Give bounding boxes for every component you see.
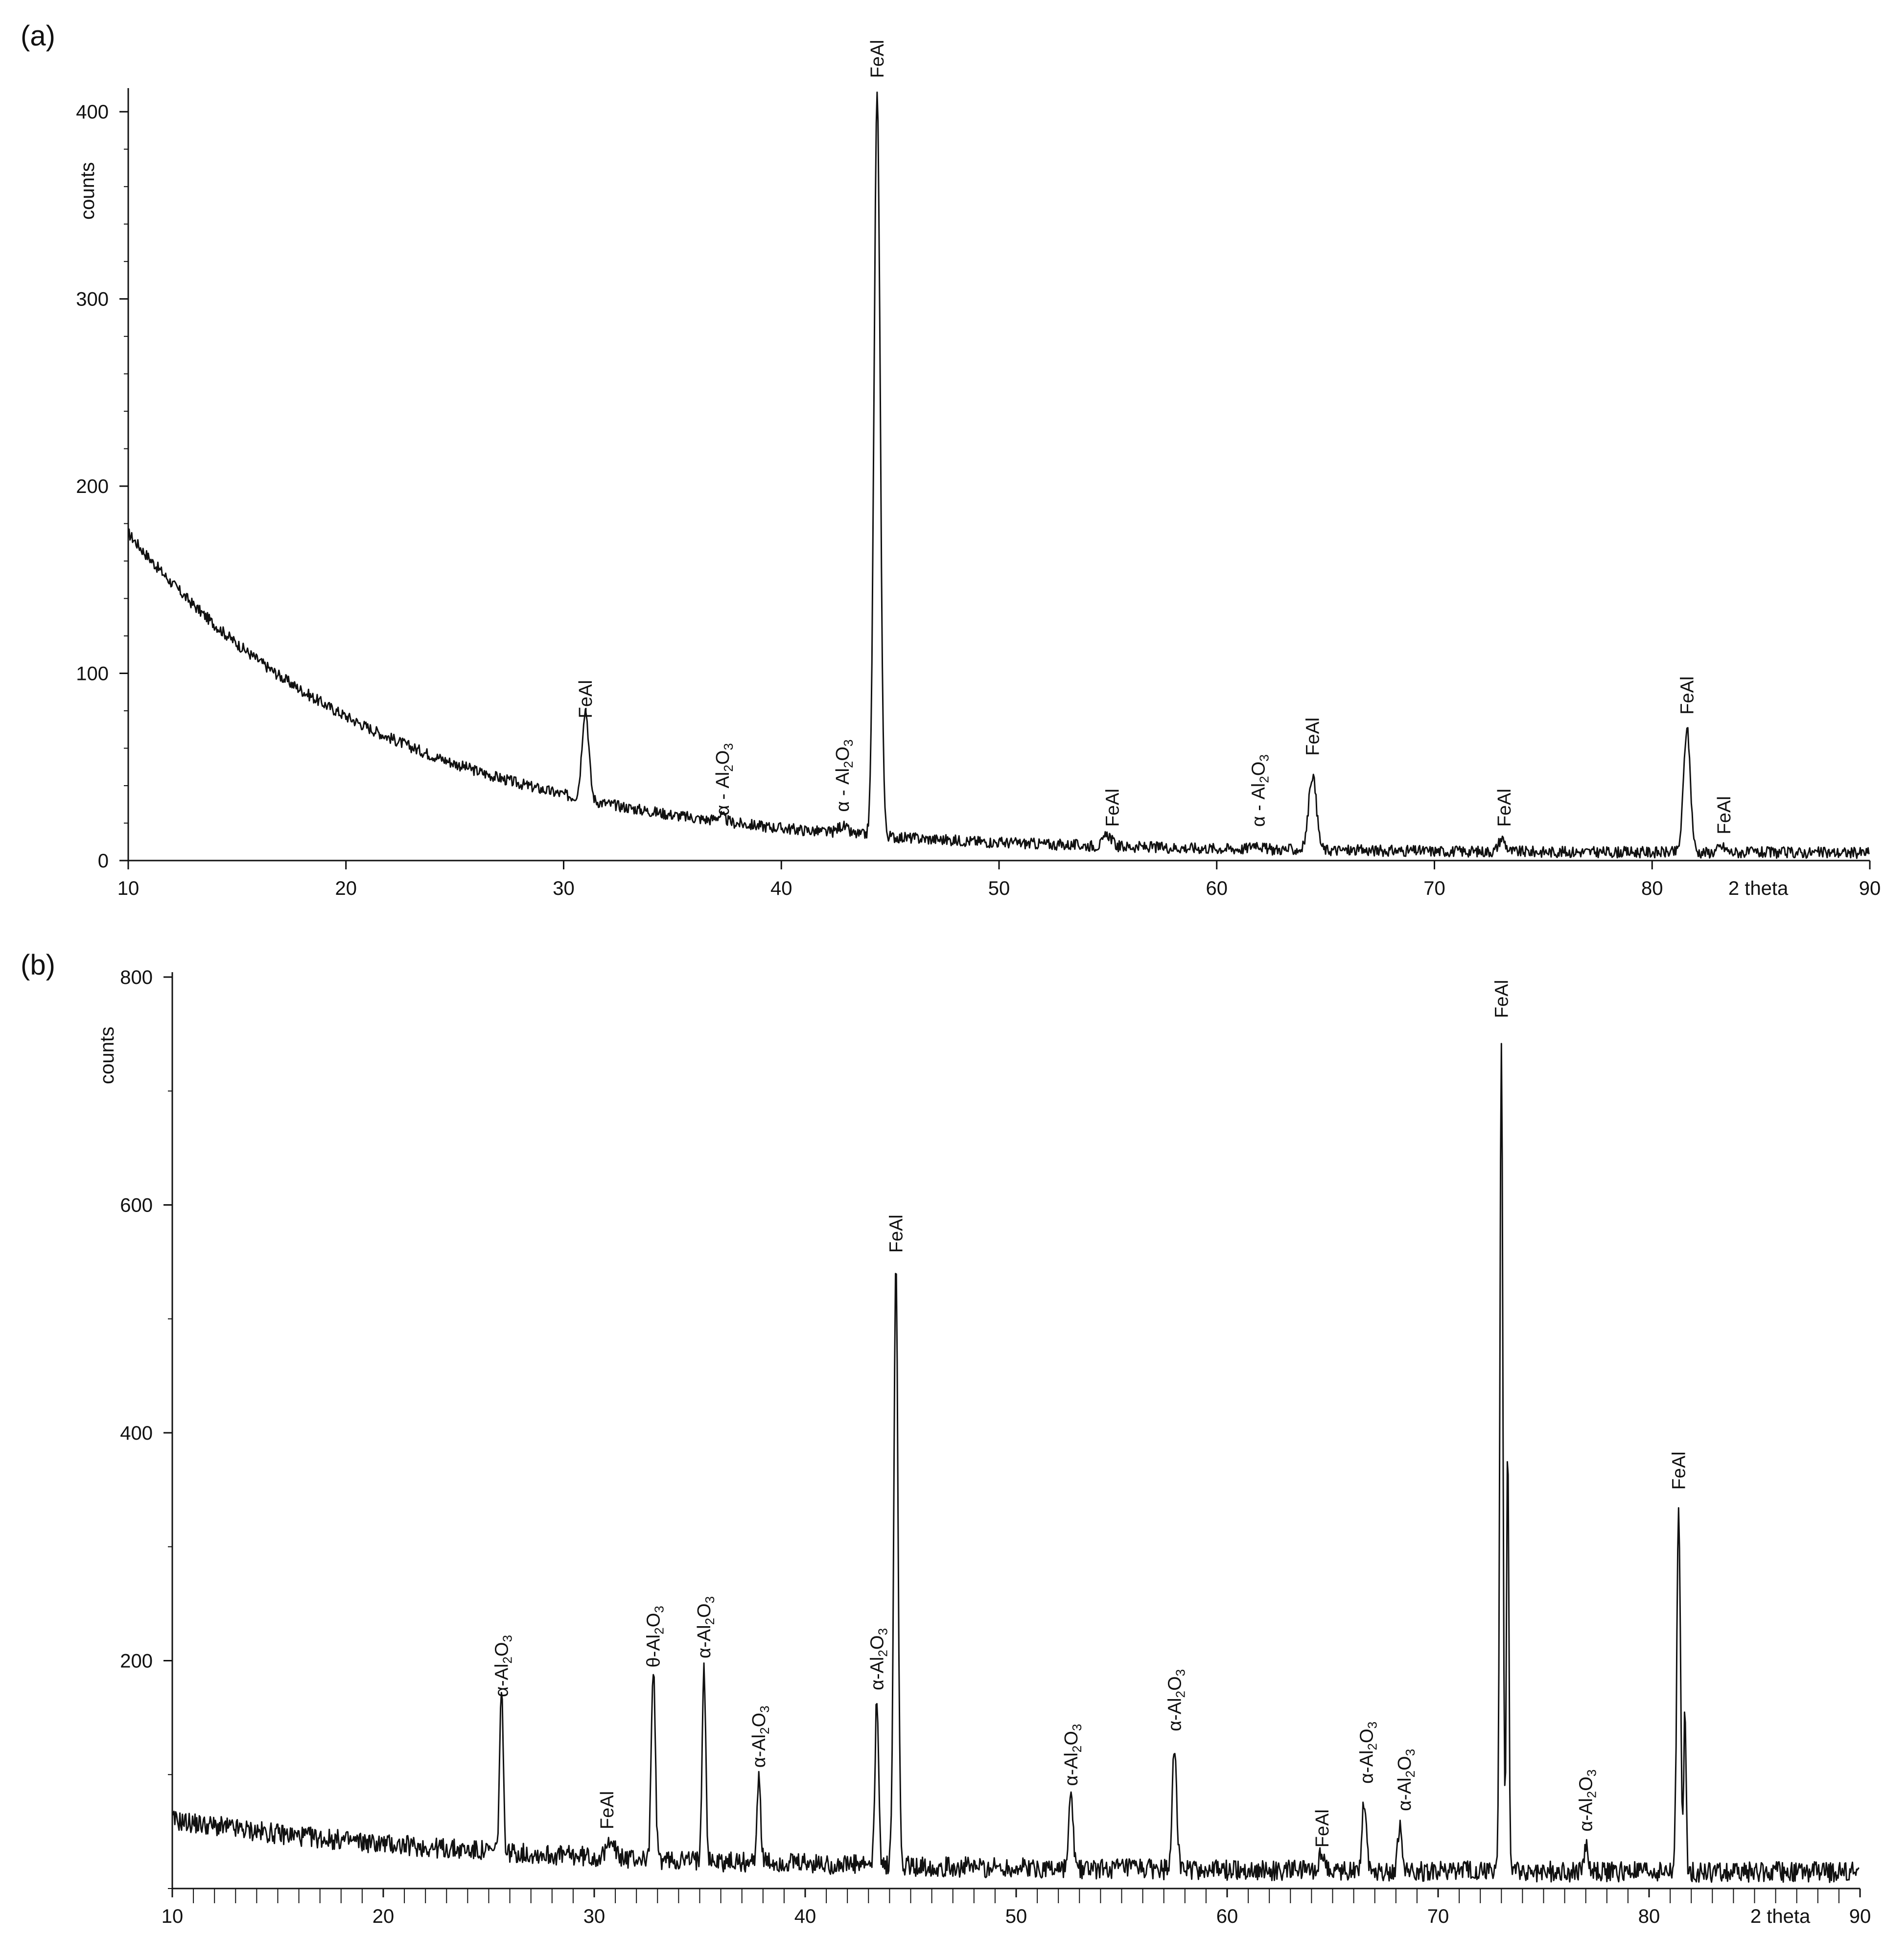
y-tick-label: 600 xyxy=(120,1195,153,1216)
y-tick-label: 0 xyxy=(98,850,109,872)
peak-label: FeAl xyxy=(1669,1451,1689,1490)
peak-label: FeAl xyxy=(1677,677,1698,715)
x-tick-label: 80 xyxy=(1641,878,1663,899)
peak-label: FeAl xyxy=(1303,718,1323,756)
peak-label: FeAl xyxy=(1102,789,1123,827)
x-tick-label: 40 xyxy=(770,878,792,899)
peak-label: FeAl xyxy=(576,680,596,718)
x-tick-label: 40 xyxy=(794,1906,816,1927)
peak-label: α - Al2O3 xyxy=(713,743,736,816)
x-tick-label: 60 xyxy=(1206,878,1228,899)
peak-label: FeAl xyxy=(867,40,888,78)
xrd-trace xyxy=(171,1043,1860,1883)
x-axis-title: 2 theta xyxy=(1750,1906,1811,1927)
x-tick-label: 10 xyxy=(117,878,140,899)
y-tick-label: 200 xyxy=(76,476,109,497)
peak-label: FeAl xyxy=(1494,789,1515,827)
peak-label: α-Al2O3 xyxy=(491,1635,514,1697)
chart-panel-b: 200 400 600 800 10 20 30 40 50 60 70 80 90 counts 2 th… xyxy=(96,967,1871,1927)
peak-label: α-Al2O3 xyxy=(1061,1724,1084,1786)
peak-label: α-Al2O3 xyxy=(1164,1669,1187,1731)
panel-label-b: (b) xyxy=(21,949,55,981)
x-axis-title: 2 theta xyxy=(1728,878,1789,899)
x-tick-label: 50 xyxy=(1005,1906,1027,1927)
peak-label: θ-Al2O3 xyxy=(644,1606,667,1667)
y-tick-label: 400 xyxy=(120,1423,153,1444)
y-tick-label: 400 xyxy=(76,101,109,123)
x-tick-label: 70 xyxy=(1423,878,1445,899)
x-tick-label: 30 xyxy=(583,1906,605,1927)
x-tick-label: 30 xyxy=(553,878,575,899)
x-tick-label: 20 xyxy=(335,878,357,899)
peak-label: FeAl xyxy=(886,1214,907,1253)
y-axis-title: counts xyxy=(77,162,98,220)
y-tick-label: 100 xyxy=(76,663,109,685)
peak-label: FeAl xyxy=(1312,1809,1333,1847)
x-tick-label: 70 xyxy=(1427,1906,1449,1927)
x-tick-label: 80 xyxy=(1638,1906,1660,1927)
peak-label: α - Al2O3 xyxy=(833,740,856,812)
y-tick-label: 300 xyxy=(76,289,109,310)
x-tick-label: 20 xyxy=(372,1906,395,1927)
peak-label: α-Al2O3 xyxy=(1576,1770,1599,1832)
peak-label: FeAl xyxy=(1491,980,1512,1018)
peak-label: α-Al2O3 xyxy=(694,1596,717,1658)
x-tick-label: 90 xyxy=(1849,1906,1871,1927)
y-tick-label: 800 xyxy=(120,967,153,988)
peak-label: FeAl xyxy=(1714,796,1735,834)
peak-label: α-Al2O3 xyxy=(867,1628,890,1690)
peak-label: FeAl xyxy=(597,1791,618,1829)
x-tick-label: 50 xyxy=(988,878,1010,899)
peak-label: α-Al2O3 xyxy=(1356,1722,1379,1784)
x-tick-label: 60 xyxy=(1216,1906,1238,1927)
peak-label: α-Al2O3 xyxy=(749,1705,772,1768)
chart-panel-a: 0 100 200 300 400 10 20 30 40 50 60 70 80 90 counts 2 t… xyxy=(76,40,1881,899)
x-tick-label: 90 xyxy=(1859,878,1881,899)
xrd-trace xyxy=(128,92,1870,859)
y-axis-title: counts xyxy=(96,1027,118,1084)
peak-label: α-Al2O3 xyxy=(1395,1749,1418,1811)
peak-label: α - Al2O3 xyxy=(1248,754,1271,827)
panel-label-a: (a) xyxy=(21,20,55,52)
x-tick-label: 10 xyxy=(162,1906,184,1927)
y-tick-label: 200 xyxy=(120,1651,153,1672)
